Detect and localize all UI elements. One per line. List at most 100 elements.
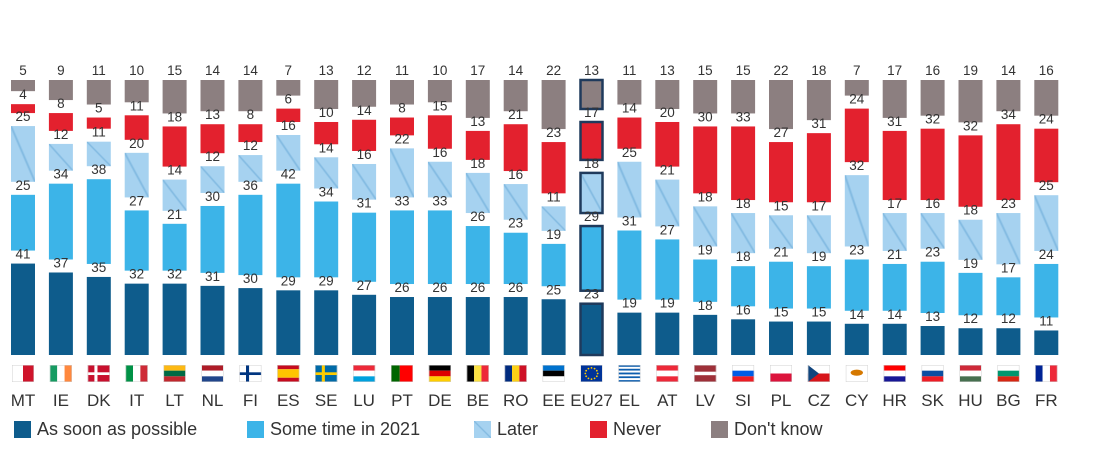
- bar-asap-fi: [238, 288, 263, 355]
- bar-never-fi: [238, 124, 263, 143]
- data-label-dont-know-se: 13: [319, 63, 334, 78]
- data-label-later-mt: 25: [15, 109, 30, 124]
- data-label-some-time-2021-si: 18: [736, 249, 751, 264]
- data-label-later-es: 16: [281, 118, 296, 133]
- bar-never-lt: [162, 126, 187, 167]
- data-label-dont-know-sk: 16: [925, 63, 940, 78]
- data-label-dont-know-lu: 12: [357, 63, 372, 78]
- bar-asap-sk: [920, 326, 945, 355]
- bar-asap-pt: [390, 297, 414, 355]
- bar-some-time-2021-eu27: [579, 224, 604, 292]
- bar-dont-know-mt: [11, 80, 35, 92]
- data-label-never-hu: 32: [963, 118, 978, 133]
- bar-never-lv: [693, 126, 718, 194]
- data-label-never-el: 14: [622, 101, 638, 116]
- data-label-never-de: 15: [432, 98, 447, 113]
- data-label-dont-know-hr: 17: [887, 63, 902, 78]
- data-label-asap-it: 32: [129, 267, 144, 282]
- data-label-some-time-2021-it: 27: [129, 193, 144, 208]
- bar-never-eu27: [579, 120, 604, 162]
- data-label-never-si: 33: [736, 109, 751, 124]
- bar-asap-hr: [882, 323, 907, 355]
- data-label-later-hu: 18: [963, 203, 978, 218]
- data-label-later-hr: 17: [887, 196, 902, 211]
- bar-later-at: [655, 179, 680, 227]
- bar-dont-know-es: [276, 80, 301, 96]
- data-label-dont-know-si: 15: [736, 63, 751, 78]
- data-label-later-it: 20: [129, 136, 144, 151]
- data-label-never-hr: 31: [887, 114, 902, 129]
- flag-ee: [542, 365, 565, 382]
- bar-later-lu: [352, 163, 377, 200]
- data-label-asap-sk: 13: [925, 309, 940, 324]
- data-label-dont-know-bg: 14: [1001, 63, 1017, 78]
- tick-label-cz: CZ: [808, 391, 831, 410]
- legend-swatch-later: [474, 420, 491, 438]
- bar-asap-lt: [162, 283, 187, 355]
- bar-later-fr: [1034, 195, 1059, 251]
- flag-fi: [239, 365, 262, 382]
- data-label-never-ro: 21: [508, 107, 523, 122]
- legend-item-never: Never: [590, 414, 661, 444]
- bar-dont-know-pl: [769, 80, 793, 130]
- data-label-some-time-2021-es: 42: [281, 167, 296, 182]
- tick-label-ro: RO: [503, 391, 529, 410]
- bar-some-time-2021-lt: [162, 223, 187, 271]
- bar-dont-know-ro: [503, 80, 528, 112]
- data-label-later-dk: 11: [92, 125, 106, 140]
- bar-later-se: [314, 157, 339, 189]
- data-label-later-bg: 23: [1001, 196, 1016, 211]
- data-label-dont-know-cy: 7: [853, 63, 861, 78]
- data-label-never-lv: 30: [698, 109, 713, 124]
- data-label-never-pt: 8: [398, 101, 406, 116]
- bar-some-time-2021-lv: [693, 259, 718, 302]
- bar-later-pl: [769, 215, 793, 249]
- data-label-later-at: 21: [660, 163, 675, 178]
- data-label-asap-ro: 26: [508, 280, 523, 295]
- bar-some-time-2021-ro: [503, 232, 528, 285]
- data-label-never-fr: 24: [1039, 112, 1055, 127]
- bar-dont-know-cz: [806, 80, 831, 121]
- data-label-later-sk: 16: [925, 196, 940, 211]
- bar-later-si: [731, 213, 756, 254]
- data-label-some-time-2021-pl: 21: [773, 245, 788, 260]
- legend-swatch-asap: [14, 420, 31, 438]
- tick-label-nl: NL: [202, 391, 224, 410]
- bar-later-it: [124, 152, 149, 198]
- tick-label-de: DE: [428, 391, 452, 410]
- tick-label-es: ES: [277, 391, 300, 410]
- bar-dont-know-hu: [958, 80, 983, 123]
- tick-label-fr: FR: [1035, 391, 1058, 410]
- bar-some-time-2021-si: [731, 266, 756, 307]
- data-label-some-time-2021-cy: 23: [849, 242, 864, 257]
- data-label-asap-cz: 15: [811, 305, 826, 320]
- tick-label-hu: HU: [958, 391, 983, 410]
- bar-never-pl: [769, 142, 793, 203]
- bar-dont-know-de: [427, 80, 452, 103]
- data-label-some-time-2021-dk: 38: [91, 162, 106, 177]
- bar-asap-ie: [48, 272, 73, 355]
- bar-never-ee: [541, 142, 566, 194]
- data-label-some-time-2021-lv: 19: [698, 242, 713, 257]
- data-label-never-pl: 27: [773, 125, 788, 140]
- bar-dont-know-ie: [48, 80, 73, 101]
- bar-asap-hu: [958, 328, 983, 355]
- bar-never-el: [617, 117, 642, 149]
- data-label-asap-nl: 31: [205, 269, 220, 284]
- legend-item-later: Later: [474, 414, 538, 444]
- bar-never-nl: [200, 124, 225, 154]
- flag-it: [125, 365, 148, 382]
- flag-ie: [49, 365, 72, 382]
- bar-never-be: [465, 130, 490, 160]
- tick-label-lu: LU: [353, 391, 375, 410]
- bar-asap-pl: [769, 321, 793, 355]
- flag-nl: [201, 365, 224, 382]
- flag-dk: [87, 365, 110, 382]
- data-label-some-time-2021-ie: 34: [53, 167, 69, 182]
- data-label-asap-be: 26: [470, 280, 485, 295]
- flag-pt: [391, 365, 413, 382]
- bar-dont-know-at: [655, 80, 680, 109]
- data-label-dont-know-at: 13: [660, 63, 675, 78]
- data-label-later-pt: 22: [394, 131, 409, 146]
- tick-label-it: IT: [129, 391, 144, 410]
